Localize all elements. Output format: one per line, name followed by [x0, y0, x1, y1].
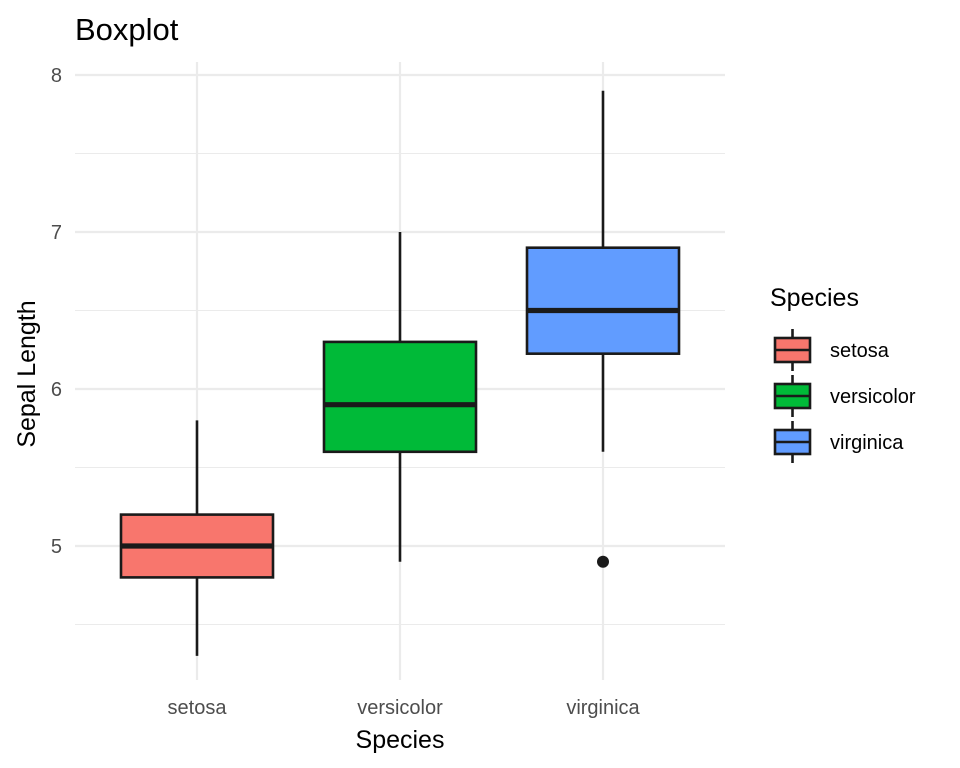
boxes: [119, 90, 681, 656]
y-tick-label: 8: [51, 65, 62, 87]
legend-title: Species: [770, 284, 859, 312]
box-iqr: [322, 340, 478, 454]
x-tick-label: setosa: [168, 697, 228, 719]
box-versicolor: [322, 232, 478, 562]
legend-label: virginica: [830, 432, 904, 454]
outlier-point: [597, 555, 609, 568]
y-axis-title: Sepal Length: [13, 300, 41, 447]
x-axis-ticks: setosa versicolor virginica: [168, 697, 641, 719]
legend-item-versicolor: versicolor: [773, 375, 916, 417]
y-tick-label: 5: [51, 536, 62, 558]
x-tick-label: versicolor: [357, 697, 443, 719]
legend-items: setosa versicolor virginica: [773, 329, 916, 463]
legend: Species setosa versicolor virginica: [770, 284, 916, 463]
box-iqr: [525, 246, 681, 355]
box-virginica: [525, 90, 681, 568]
legend-item-virginica: virginica: [773, 421, 904, 463]
legend-label: versicolor: [830, 386, 916, 408]
box-setosa: [119, 420, 275, 656]
legend-label: setosa: [830, 340, 890, 362]
y-tick-label: 6: [51, 379, 62, 401]
chart-title: Boxplot: [75, 12, 179, 47]
x-axis-title: Species: [356, 726, 445, 754]
legend-item-setosa: setosa: [773, 329, 890, 371]
x-tick-label: virginica: [566, 697, 640, 719]
y-tick-label: 7: [51, 222, 62, 244]
y-axis-ticks: 5 6 7 8: [51, 65, 62, 558]
